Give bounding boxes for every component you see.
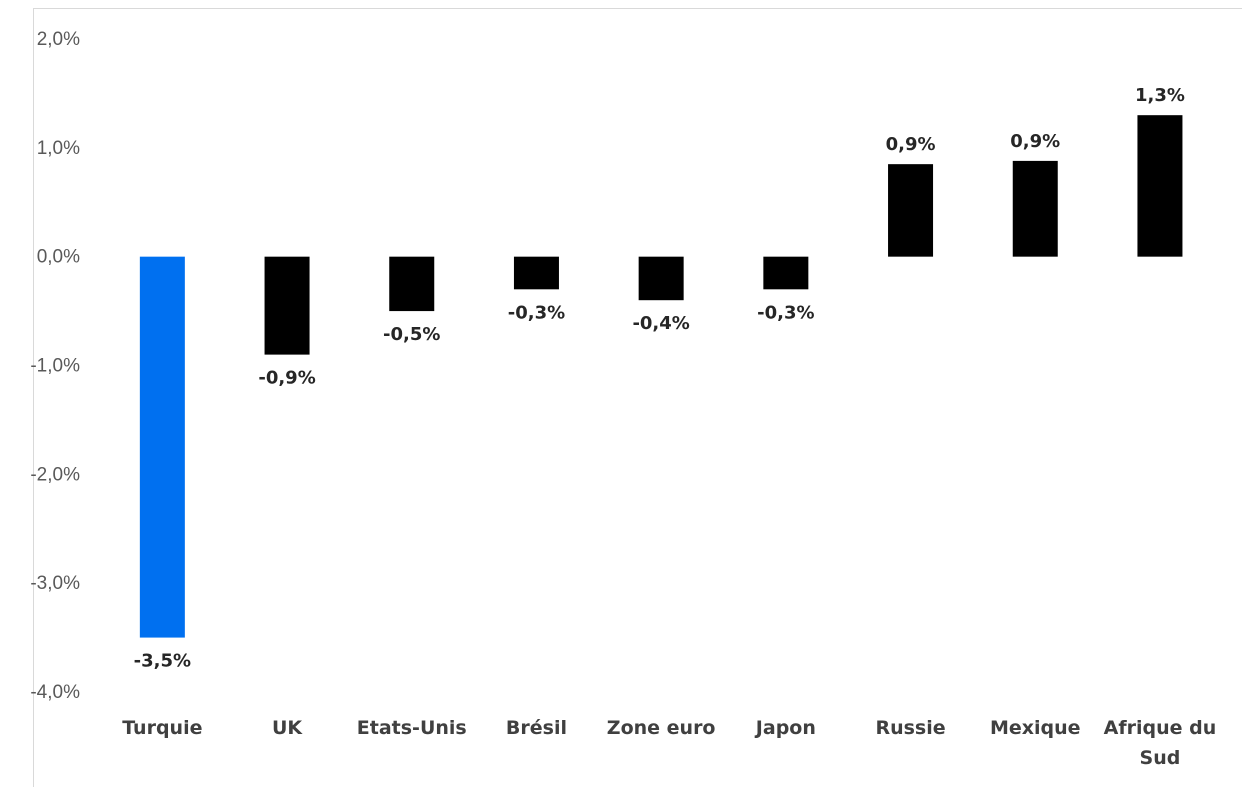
y-tick-label: 2,0% bbox=[37, 29, 80, 50]
data-label: -0,5% bbox=[383, 324, 440, 345]
x-tick-label: Turquie bbox=[122, 717, 202, 739]
data-label: -0,3% bbox=[508, 302, 565, 323]
data-label: 0,9% bbox=[1010, 131, 1060, 152]
x-tick-label: UK bbox=[272, 717, 303, 739]
chart-border-left bbox=[33, 8, 34, 787]
y-axis-ticks: 2,0% 1,0% 0,0% -1,0% -2,0% -3,0% -4,0% bbox=[30, 29, 80, 703]
data-label: -3,5% bbox=[134, 651, 191, 672]
y-tick-label: -4,0% bbox=[30, 682, 80, 703]
y-tick-label: 0,0% bbox=[37, 247, 80, 268]
bar bbox=[139, 256, 185, 638]
data-labels-group: -3,5% -0,9% -0,5% -0,3% -0,4% -0,3% 0,9% 0,9% 1,… bbox=[134, 85, 1185, 671]
x-tick-label: Zone euro bbox=[607, 717, 716, 739]
bar bbox=[513, 256, 559, 290]
x-axis-labels: Turquie UK Etats-Unis Brésil Zone euro Japon R… bbox=[122, 717, 1216, 769]
data-label: 1,3% bbox=[1135, 85, 1185, 106]
y-tick-label: -1,0% bbox=[30, 356, 80, 377]
bars-group bbox=[139, 115, 1183, 638]
bar bbox=[1012, 160, 1058, 257]
y-tick-label: 1,0% bbox=[37, 138, 80, 159]
y-tick-label: -2,0% bbox=[30, 464, 80, 485]
bar bbox=[1137, 115, 1183, 257]
data-label: 0,9% bbox=[886, 134, 936, 155]
data-label: -0,3% bbox=[757, 302, 814, 323]
x-tick-label: Etats-Unis bbox=[357, 717, 467, 739]
bar bbox=[763, 256, 809, 290]
bar bbox=[264, 256, 310, 355]
data-label: -0,9% bbox=[258, 368, 315, 389]
x-tick-label: Afrique du Sud bbox=[1104, 717, 1217, 769]
y-tick-label: -3,0% bbox=[30, 573, 80, 594]
x-tick-label: Brésil bbox=[506, 717, 567, 739]
x-tick-label: Japon bbox=[754, 717, 816, 739]
chart-border-top bbox=[33, 8, 1242, 9]
bar bbox=[888, 164, 934, 257]
x-tick-label: Russie bbox=[875, 717, 945, 739]
x-tick-label: Mexique bbox=[990, 717, 1081, 739]
bar bbox=[389, 256, 435, 312]
bar bbox=[638, 256, 684, 301]
data-label: -0,4% bbox=[632, 313, 689, 334]
